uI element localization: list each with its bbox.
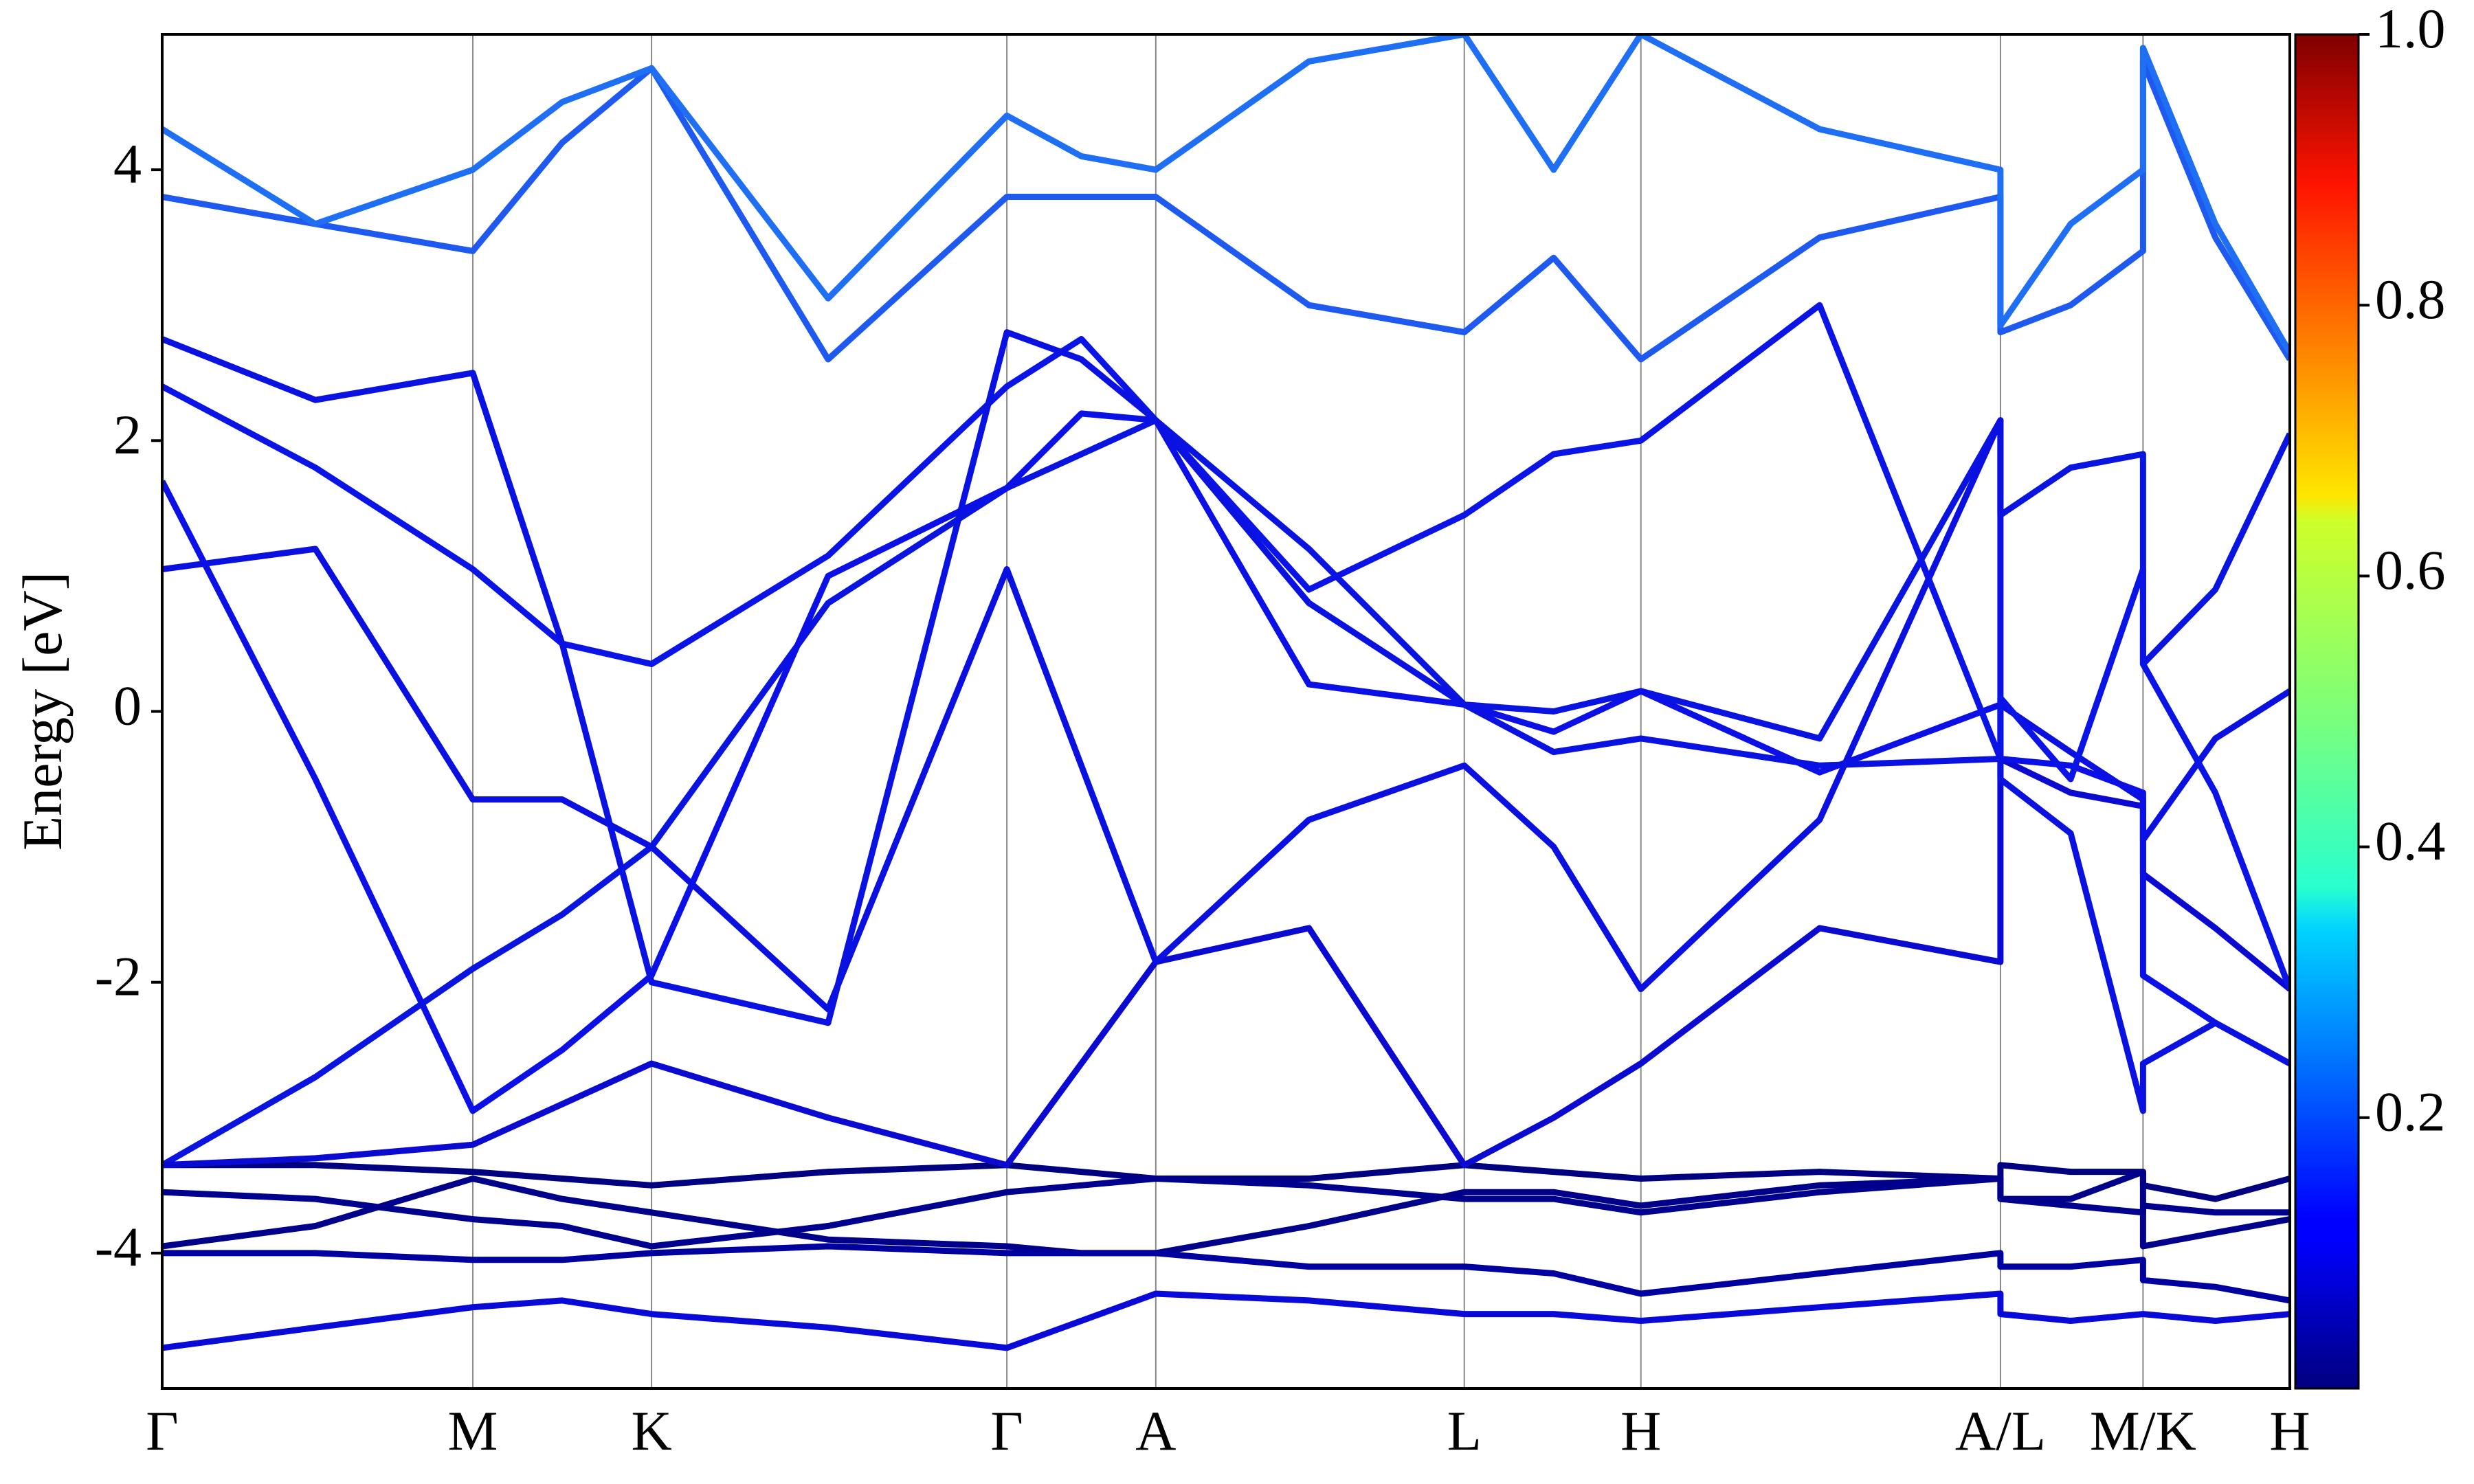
grid <box>151 34 2291 1389</box>
y-tick-label: 4 <box>113 133 142 195</box>
colorbar-tick-label: 0.8 <box>2375 268 2446 330</box>
x-tick-label: M/K <box>2090 1399 2196 1462</box>
x-tick-label: Γ <box>990 1399 1023 1462</box>
x-tick-label: H <box>1620 1399 1661 1462</box>
bands <box>162 34 2290 1351</box>
y-tick-label: 2 <box>113 403 142 466</box>
band-line <box>162 1169 2290 1257</box>
x-tick-label: M <box>448 1399 498 1462</box>
band-line <box>162 58 2290 363</box>
x-tick-label: Γ <box>146 1399 178 1462</box>
colorbar-tick-label: 0.2 <box>2375 1081 2446 1143</box>
band-line <box>162 329 2290 1114</box>
colorbar-tick-label: 0.6 <box>2375 539 2446 601</box>
x-tick-label: A <box>1135 1399 1176 1462</box>
y-axis-label: Energy [eV] <box>11 572 74 851</box>
y-tick-label: -4 <box>95 1216 142 1279</box>
colorbar-tick-label: 0.4 <box>2375 809 2446 872</box>
plot-frame <box>161 33 2291 1390</box>
x-tick-label: L <box>1447 1399 1482 1462</box>
y-tick-label: 0 <box>113 674 142 737</box>
x-tick-label: H <box>2269 1399 2310 1462</box>
band-line <box>162 34 2290 355</box>
x-tick-label: K <box>631 1399 671 1462</box>
y-tick-label: -2 <box>95 945 142 1008</box>
band-line <box>162 756 2290 1169</box>
band-line <box>162 1243 2290 1304</box>
band-line <box>162 1290 2290 1351</box>
band-line <box>162 417 2290 1168</box>
band-line <box>162 302 2290 991</box>
colorbar <box>2294 33 2360 1390</box>
x-tick-label: A/L <box>1955 1399 2046 1462</box>
colorbar-tick-label: 1.0 <box>2375 0 2446 60</box>
band-line <box>162 1176 2290 1250</box>
